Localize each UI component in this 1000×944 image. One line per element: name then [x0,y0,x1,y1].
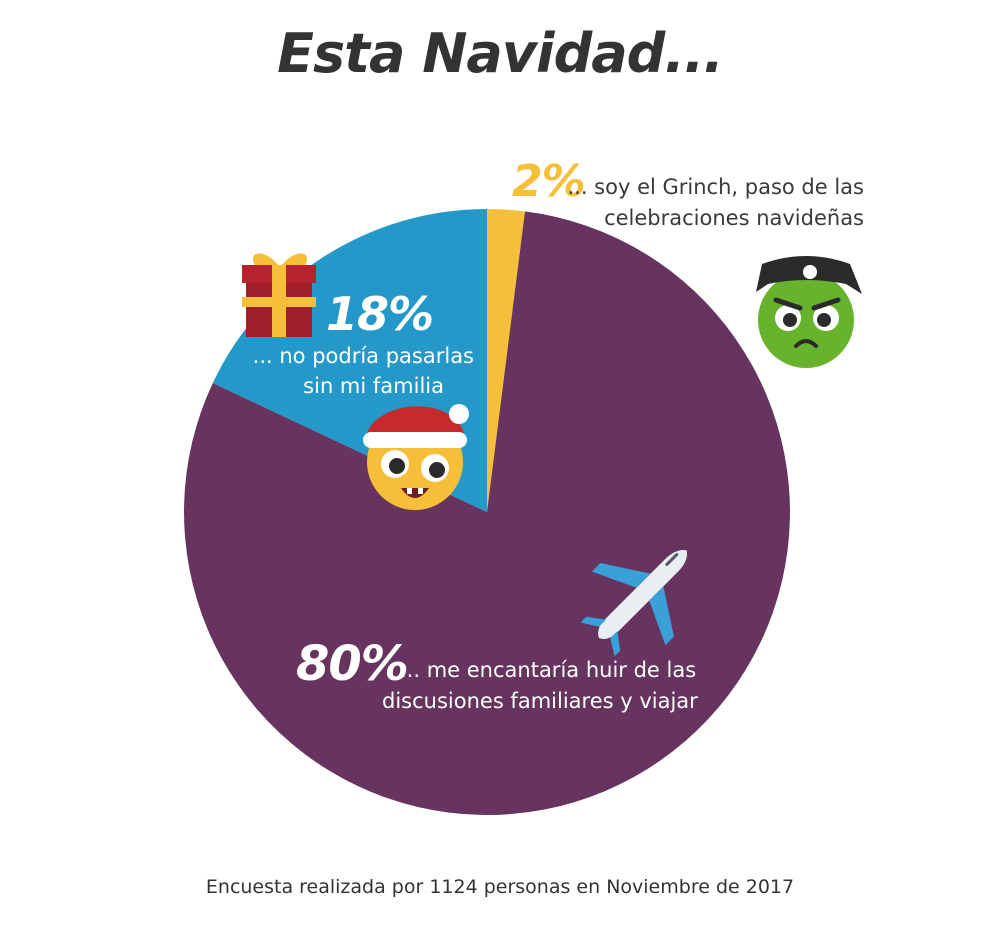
desc-family-line2: sin mi familia [303,374,444,398]
chart-title: Esta Navidad... [277,22,724,85]
footnote: Encuesta realizada por 1124 personas en … [205,876,795,898]
desc-travel-line2: discusiones familiares y viajar [382,689,698,713]
desc-travel-line1: ... me encantaría huir de las [400,658,696,682]
pie-slice-travel [183,211,790,815]
desc-grinch-line1: ... soy el Grinch, paso de las [567,175,864,199]
airplane-icon [580,550,687,657]
desc-grinch-line2: celebraciones navideñas [604,206,864,230]
pct-label-travel: 80% [296,636,408,692]
pie-slice-grinch [487,209,525,512]
desc-family-line1: ... no podría pasarlas [253,344,474,368]
pirate-grinch-icon [756,256,862,368]
santa-smiley-icon [363,404,469,510]
pct-label-family: 18% [326,287,433,341]
gift-icon [242,253,316,337]
pct-label-grinch: 2% [512,156,585,207]
